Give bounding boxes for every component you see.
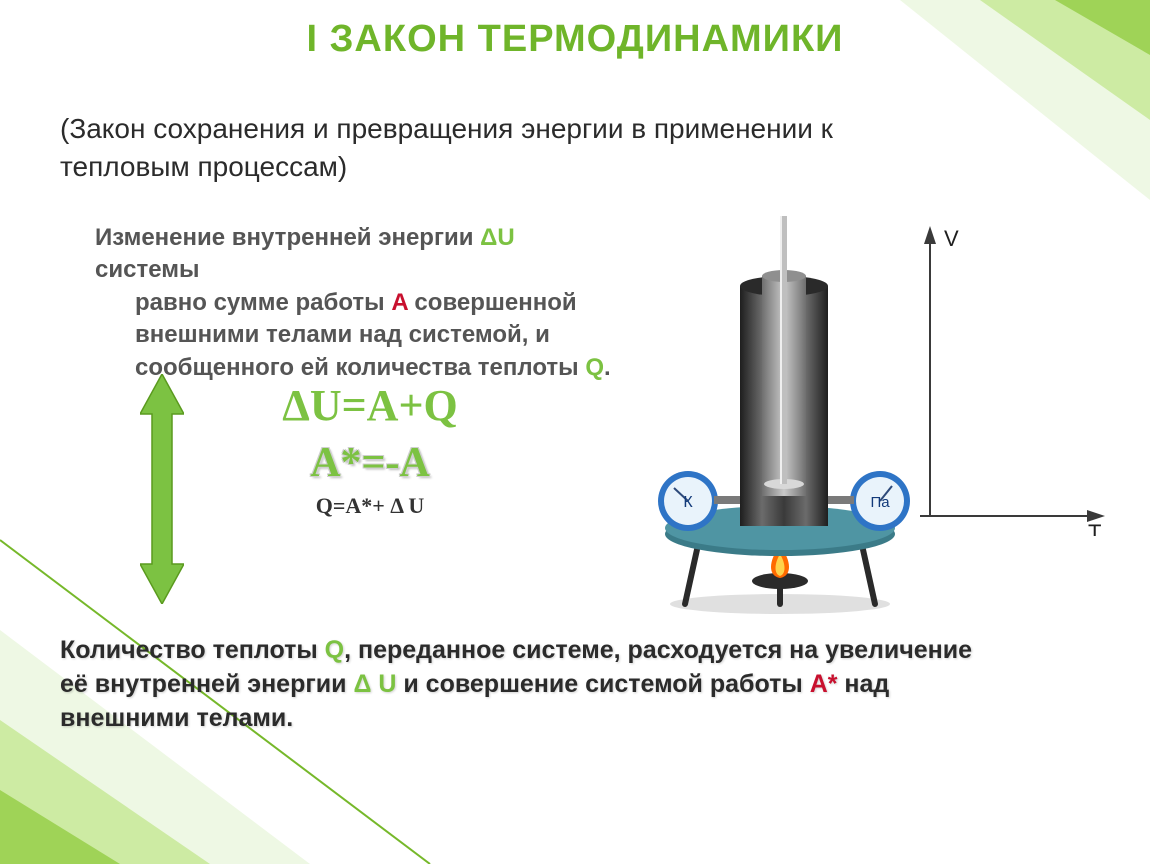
def-line1b: системы bbox=[95, 256, 199, 283]
gauge-right-label: Па bbox=[870, 494, 890, 511]
slide-title: I ЗАКОН ТЕРМОДИНАМИКИ bbox=[0, 18, 1150, 61]
definition-text: Изменение внутренней энергии ΔU системы … bbox=[95, 222, 625, 384]
def-A: A bbox=[391, 289, 407, 316]
bt-2a: её внутренней энергии bbox=[60, 670, 353, 698]
bt-3: внешними телами. bbox=[60, 704, 293, 732]
bt-dU: Δ U bbox=[353, 670, 396, 698]
diagram-area: V T bbox=[630, 216, 1110, 616]
def-line1a: Изменение внутренней энергии bbox=[95, 224, 480, 251]
vt-graph: V T bbox=[910, 216, 1110, 536]
def-dU: ΔU bbox=[480, 224, 515, 251]
def-line2a: равно сумме работы bbox=[135, 289, 391, 316]
bt-1b: , переданное системе, расходуется на уве… bbox=[344, 636, 972, 664]
f1-rest: U=A+Q bbox=[310, 381, 458, 430]
bt-2b: и совершение системой работы bbox=[396, 670, 809, 698]
def-line3: внешними телами над системой, и bbox=[135, 321, 550, 348]
bt-1a: Количество теплоты bbox=[60, 636, 325, 664]
bottom-summary: Количество теплоты Q, переданное системе… bbox=[60, 634, 1090, 735]
calorimeter-apparatus: К Па bbox=[630, 216, 930, 616]
def-line2b: совершенной bbox=[408, 289, 577, 316]
gauge-right: Па bbox=[850, 471, 910, 531]
gauge-left-label: К bbox=[683, 494, 693, 511]
bt-2c: над bbox=[837, 670, 889, 698]
f1-delta: Δ bbox=[282, 381, 310, 430]
slide-root: I ЗАКОН ТЕРМОДИНАМИКИ (Закон сохранения … bbox=[0, 0, 1150, 864]
def-line4a: сообщенного ей количества теплоты bbox=[135, 354, 585, 381]
gauge-left: К bbox=[658, 471, 718, 531]
axis-t-label: T bbox=[1088, 520, 1101, 536]
def-line4b: . bbox=[604, 354, 611, 381]
def-Q: Q bbox=[585, 354, 604, 381]
subtitle: (Закон сохранения и превращения энергии … bbox=[60, 110, 960, 186]
axis-v-label: V bbox=[944, 226, 959, 251]
formula-dU-eq-A-plus-Q: ΔU=A+Q bbox=[155, 380, 585, 431]
formula-Astar-eq-minus-A: A*=-A bbox=[155, 439, 585, 487]
formula-Q-eq-Astar-plus-dU: Q=A*+ Δ U bbox=[155, 493, 585, 519]
bt-Q: Q bbox=[325, 636, 344, 664]
formula-block: ΔU=A+Q A*=-A Q=A*+ Δ U bbox=[155, 380, 585, 519]
bt-Astar: A* bbox=[810, 670, 838, 698]
